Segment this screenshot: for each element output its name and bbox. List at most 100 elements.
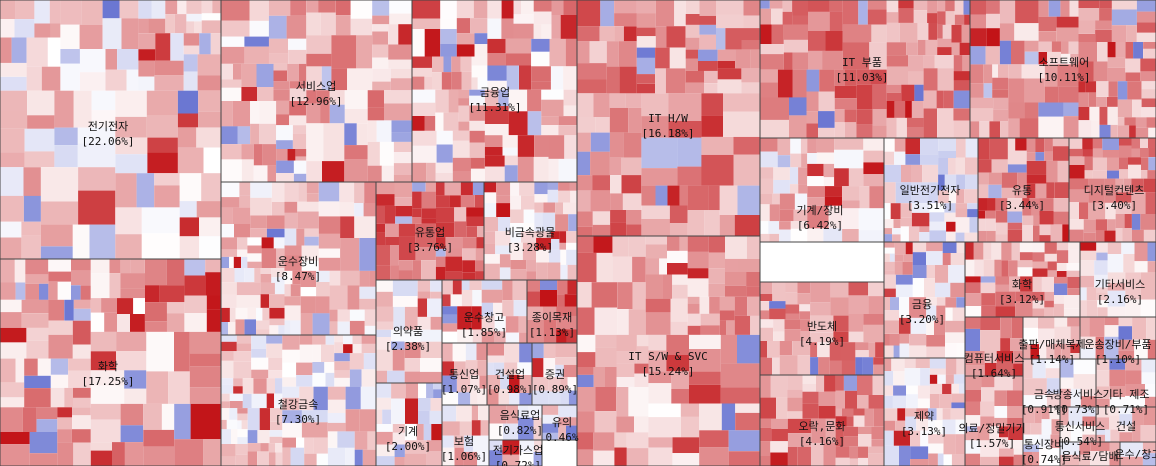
- stock-tile: [867, 0, 887, 10]
- stock-tile: [945, 332, 965, 344]
- stock-tile: [577, 132, 591, 152]
- stock-tile: [655, 68, 666, 94]
- stock-tile: [1069, 178, 1089, 190]
- stock-tile: [937, 374, 946, 384]
- stock-tile: [991, 242, 1002, 260]
- stock-tile: [256, 63, 274, 87]
- stock-tile: [356, 123, 368, 146]
- stock-tile: [489, 450, 503, 466]
- stock-tile: [564, 135, 577, 159]
- stock-tile: [901, 164, 911, 183]
- stock-tile: [929, 221, 947, 231]
- sector-name-label: 서비스업: [296, 80, 336, 93]
- sector-pct-label: [3.13%]: [901, 425, 947, 438]
- stock-tile: [442, 280, 453, 295]
- stock-tile: [848, 295, 869, 314]
- stock-tile: [560, 15, 577, 39]
- stock-tile: [884, 151, 894, 165]
- stock-tile: [1069, 148, 1083, 157]
- stock-tile: [848, 314, 864, 332]
- stock-tile: [723, 111, 760, 137]
- stock-tile: [662, 274, 673, 299]
- stock-tile: [594, 411, 617, 433]
- stock-tile: [296, 375, 313, 387]
- stock-tile: [104, 312, 117, 332]
- stock-tile: [251, 357, 269, 370]
- stock-tile: [1125, 359, 1142, 371]
- stock-tile: [1000, 121, 1009, 138]
- sector-pct-label: [12.96%]: [290, 95, 343, 108]
- stock-tile: [973, 242, 984, 260]
- stock-tile: [229, 393, 243, 401]
- stock-tile: [329, 285, 348, 310]
- stock-tile: [760, 24, 772, 45]
- stock-tile: [24, 388, 51, 408]
- stock-tile: [454, 447, 464, 466]
- stock-tile: [913, 10, 928, 23]
- stock-tile: [1145, 384, 1156, 397]
- stock-tile: [71, 270, 91, 286]
- stock-tile: [221, 207, 233, 224]
- stock-tile: [636, 47, 656, 58]
- stock-tile: [872, 125, 887, 138]
- stock-tile: [746, 236, 760, 259]
- sector-name-label: 유통: [1012, 184, 1032, 197]
- stock-tile: [1096, 97, 1107, 107]
- stock-tile: [998, 64, 1009, 78]
- stock-tile: [672, 437, 700, 454]
- stock-tile: [1091, 120, 1100, 138]
- stock-tile: [282, 397, 300, 411]
- stock-tile: [481, 316, 495, 332]
- stock-tile: [616, 416, 635, 433]
- sector-name-label: 기타서비스: [1095, 278, 1146, 291]
- stock-tile: [810, 332, 834, 343]
- stock-tile: [284, 182, 299, 202]
- stock-tile: [884, 395, 893, 409]
- stock-tile: [452, 171, 471, 182]
- stock-tile: [835, 416, 847, 427]
- stock-tile: [54, 127, 78, 146]
- stock-tile: [404, 440, 427, 454]
- stock-tile: [868, 282, 884, 297]
- stock-tile: [669, 205, 688, 224]
- stock-tile: [442, 405, 457, 422]
- stock-tile: [797, 446, 812, 466]
- stock-tile: [886, 92, 902, 102]
- stock-tile: [78, 167, 116, 191]
- stock-tile: [531, 81, 551, 90]
- stock-tile: [454, 221, 467, 238]
- stock-tile: [986, 0, 1000, 14]
- stock-tile: [895, 274, 913, 285]
- stock-tile: [760, 0, 770, 9]
- sector-name-label: 기계/장비: [796, 204, 843, 217]
- stock-tile: [292, 270, 301, 285]
- stock-tile: [978, 218, 986, 231]
- stock-tile: [1082, 138, 1093, 150]
- stock-tile: [792, 341, 811, 356]
- stock-tile: [1056, 16, 1079, 28]
- stock-tile: [0, 444, 30, 466]
- stock-tile: [953, 108, 970, 121]
- stock-tile: [0, 167, 24, 196]
- stock-tile: [798, 167, 808, 185]
- stock-tile: [937, 11, 946, 25]
- stock-tile: [337, 321, 350, 335]
- stock-tile: [942, 253, 951, 265]
- sector-pct-label: [6.42%]: [797, 219, 843, 232]
- stock-tile: [962, 55, 970, 72]
- stock-tile: [504, 362, 518, 375]
- stock-tile: [533, 0, 552, 12]
- stock-tile: [980, 416, 995, 427]
- stock-tile: [567, 377, 577, 391]
- stock-tile: [0, 299, 22, 312]
- stock-tile: [563, 0, 577, 15]
- stock-tile: [270, 421, 283, 431]
- stock-tile: [926, 346, 946, 358]
- stock-tile: [440, 18, 457, 29]
- stock-tile: [985, 210, 996, 219]
- stock-tile: [1109, 397, 1126, 407]
- stock-tile: [1026, 160, 1047, 175]
- stock-tile: [1069, 164, 1085, 179]
- stock-tile: [487, 0, 502, 19]
